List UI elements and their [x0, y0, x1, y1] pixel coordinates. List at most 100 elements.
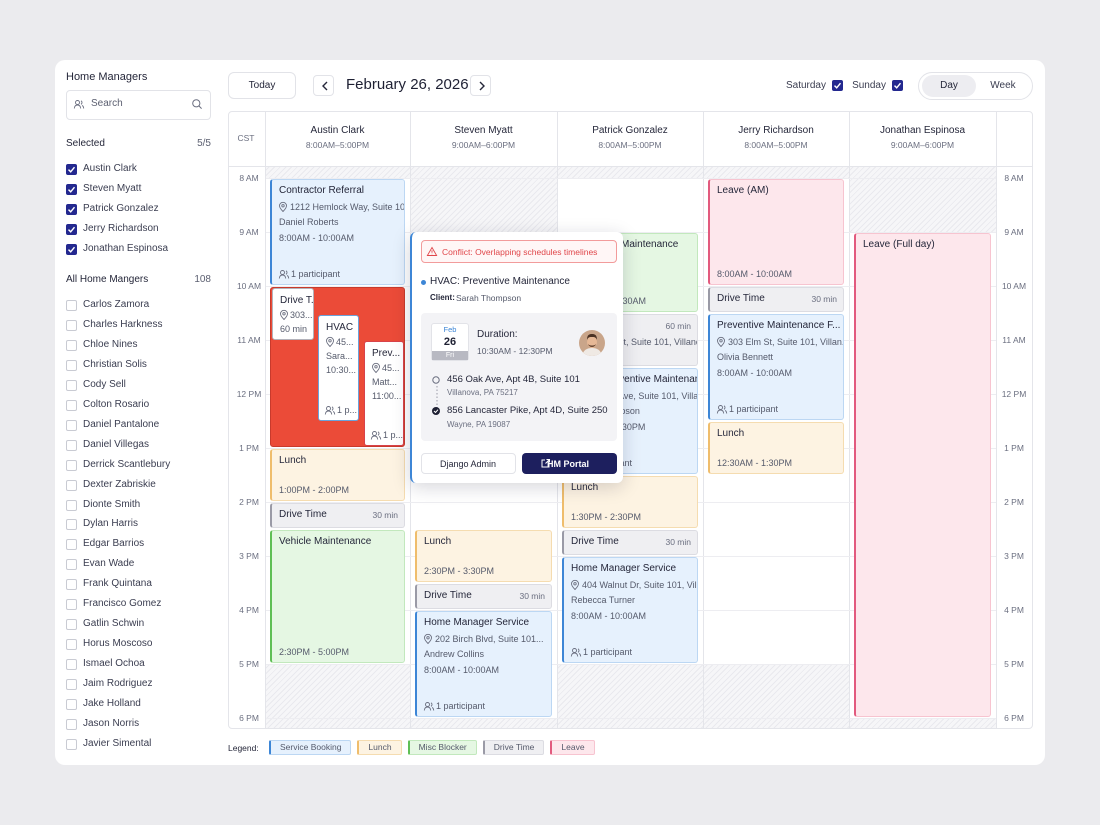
event-lunch[interactable]: Lunch 12:30AM - 1:30PM — [708, 422, 844, 474]
event-drive[interactable]: Drive Time 30 min — [708, 287, 844, 312]
people-icon — [570, 648, 582, 657]
checkbox[interactable] — [66, 579, 77, 591]
checkbox[interactable] — [66, 539, 77, 551]
event-lunch[interactable]: Lunch 2:30PM - 3:30PM — [415, 530, 552, 582]
nav-button[interactable] — [470, 75, 491, 96]
checkbox[interactable] — [66, 204, 77, 215]
event-address: 303 Elm St, Suite 101, Villanova... — [582, 337, 697, 347]
checkbox[interactable] — [66, 439, 77, 451]
checkbox[interactable] — [66, 679, 77, 691]
check-mark — [68, 186, 76, 193]
checkbox[interactable] — [892, 80, 903, 91]
search-box[interactable] — [66, 90, 211, 120]
checkbox[interactable] — [66, 419, 77, 431]
checkbox[interactable] — [66, 319, 77, 331]
search-icon[interactable] — [192, 99, 202, 109]
checkbox[interactable] — [66, 659, 77, 671]
django-admin-label: Django Admin — [439, 459, 497, 469]
event-drive[interactable]: Drive Time 30 min — [270, 503, 405, 528]
body — [716, 405, 728, 414]
ext — [541, 459, 550, 468]
hour-label: 4 PM — [239, 605, 259, 615]
pin — [372, 362, 380, 374]
pin — [326, 336, 334, 348]
legend-item: Lunch — [357, 740, 402, 755]
checkbox[interactable] — [832, 80, 843, 91]
event-svc[interactable]: Home Manager Service 202 Birch Blvd, Suit… — [415, 611, 552, 717]
checkbox[interactable] — [66, 519, 77, 531]
event-lunch[interactable]: Lunch 1:00PM - 2:00PM — [270, 449, 405, 501]
checkbox[interactable] — [66, 359, 77, 371]
manager-name: Daniel Pantalone — [83, 418, 160, 430]
all-label: All Home Mangers — [66, 274, 149, 285]
warning-text: Conflict: Overlapping schedules timeline… — [442, 247, 598, 257]
nav-button[interactable] — [313, 75, 334, 96]
day-option: Day — [940, 80, 958, 91]
checkbox[interactable] — [66, 619, 77, 631]
event-drive[interactable]: Drive Time 30 min — [415, 584, 552, 609]
event-svc[interactable]: Contractor Referral 1212 Hemlock Way, Sui… — [270, 179, 405, 285]
manager-name: Steven Myatt — [83, 183, 142, 194]
overlap-card[interactable]: Drive T... 303... 60 min — [272, 288, 314, 340]
event-svc[interactable]: Preventive Maintenance F... 303 Elm St, S… — [708, 314, 844, 420]
event-leave[interactable]: Leave (AM) 8:00AM - 10:00AM — [708, 179, 844, 285]
event-address: 202 Birch Blvd, Suite 101... — [435, 634, 544, 644]
event-svc[interactable]: Home Manager Service 404 Walnut Dr, Suite… — [562, 557, 698, 663]
hour-label: 12 PM — [236, 389, 262, 399]
overlap-card[interactable]: Prev... 45... Matt... 11:00... 1 p... — [364, 341, 404, 446]
checkbox[interactable] — [66, 379, 77, 391]
today-button[interactable] — [228, 72, 296, 99]
event-time: 2:30PM - 5:00PM — [279, 647, 350, 657]
checkbox[interactable] — [66, 244, 77, 255]
day-pill[interactable] — [922, 75, 976, 97]
event-misc[interactable]: Vehicle Maintenance 2:30PM - 5:00PM — [270, 530, 405, 663]
event-time: 12:30AM - 1:30PM — [717, 458, 793, 468]
checkbox[interactable] — [66, 559, 77, 571]
checkbox[interactable] — [66, 164, 77, 175]
off-hours — [557, 664, 703, 728]
pin-dot — [281, 204, 285, 208]
event-time: 8:00AM - 10:00AM — [279, 233, 355, 243]
event-leave[interactable]: Leave (Full day) — [854, 233, 991, 717]
event-title: Home Manager Service — [424, 617, 530, 628]
checkbox[interactable] — [66, 339, 77, 351]
hour-line — [266, 556, 996, 557]
checkbox[interactable] — [66, 184, 77, 195]
pin-icon — [571, 579, 579, 591]
checkbox[interactable] — [66, 738, 77, 750]
checkbox[interactable] — [66, 499, 77, 511]
django-admin-button[interactable] — [421, 453, 516, 474]
column-divider — [703, 112, 704, 728]
checkbox[interactable] — [66, 479, 77, 491]
legend-item: Service Booking — [269, 740, 352, 755]
avatar-hair — [587, 334, 597, 340]
search-placeholder: Search — [91, 98, 123, 109]
hm-portal-button[interactable] — [522, 453, 617, 474]
checkbox[interactable] — [66, 718, 77, 730]
checkbox[interactable] — [66, 699, 77, 710]
hour-label: 3 PM — [239, 551, 259, 561]
hour-label: 6 PM — [239, 713, 259, 723]
conflict-warning — [421, 240, 617, 263]
checkbox[interactable] — [66, 599, 77, 611]
client-label: Client: — [430, 293, 455, 302]
hour-label: 8 AM — [1004, 173, 1024, 183]
overlap-card[interactable]: HVAC 45... Sara... 10:30... 1 p... — [318, 315, 359, 421]
checkbox[interactable] — [66, 300, 77, 311]
event-drive[interactable]: Drive Time 30 min — [562, 530, 698, 555]
checkbox[interactable] — [66, 399, 77, 411]
selected-label: Selected — [66, 138, 105, 149]
legend: Legend: Service Booking Lunch Misc Blocker D… — [228, 740, 595, 755]
check — [834, 82, 842, 89]
manager-name: Patrick Gonzalez — [83, 203, 159, 214]
manager-name: Austin Clark — [83, 163, 137, 174]
hour-label: 5 PM — [1004, 659, 1024, 669]
checkbox[interactable] — [66, 639, 77, 651]
stop-city: Villanova, PA 75217 — [447, 388, 518, 397]
hour-label: 6 PM — [1004, 713, 1024, 723]
checkbox[interactable] — [66, 224, 77, 235]
event-lunch[interactable]: Lunch 1:30PM - 2:30PM — [562, 476, 698, 528]
event-person: Olivia Bennett — [717, 352, 774, 362]
event-title: Leave (Full day) — [863, 239, 935, 250]
checkbox[interactable] — [66, 459, 77, 471]
